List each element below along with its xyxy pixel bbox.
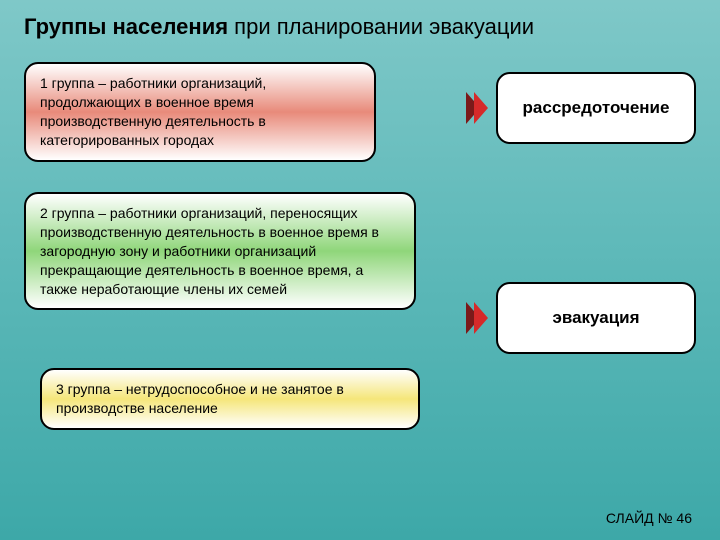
group-1-text: 1 группа – работники организаций, продол…: [40, 75, 266, 148]
group-1-box: 1 группа – работники организаций, продол…: [24, 62, 376, 162]
group-3-box: 3 группа – нетрудоспособное и не занятое…: [40, 368, 420, 430]
result-2-text: эвакуация: [552, 307, 639, 330]
group-3-text: 3 группа – нетрудоспособное и не занятое…: [56, 381, 344, 416]
page-title: Группы населения при планировании эвакуа…: [0, 0, 720, 48]
result-2-box: эвакуация: [496, 282, 696, 354]
group-2-text: 2 группа – работники организаций, перено…: [40, 205, 379, 297]
result-1-box: рассредоточение: [496, 72, 696, 144]
title-bold: Группы населения: [24, 14, 228, 39]
group-2-box: 2 группа – работники организаций, перено…: [24, 192, 416, 310]
result-1-text: рассредоточение: [523, 97, 670, 120]
title-rest: при планировании эвакуации: [228, 14, 534, 39]
slide-number: СЛАЙД № 46: [606, 510, 692, 526]
